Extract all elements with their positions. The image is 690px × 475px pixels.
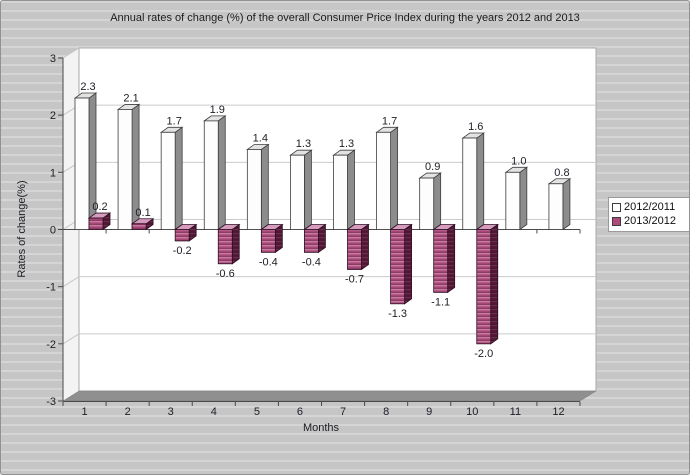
bar-2012-2011 <box>547 177 572 231</box>
bar-2013-2012 <box>475 223 499 345</box>
svg-text:1.7: 1.7 <box>382 115 397 127</box>
svg-text:12: 12 <box>552 406 564 418</box>
bar-2012-2011 <box>246 143 270 231</box>
bar-2013-2012 <box>303 223 327 254</box>
bar-2012-2011 <box>159 126 184 231</box>
legend-swatch-2012-2011-icon <box>612 203 621 212</box>
x-tick-labels: 1 2 3 4 5 6 7 8 9 10 11 12 <box>81 406 564 418</box>
svg-text:1.4: 1.4 <box>253 132 268 144</box>
bar-2013-2012 <box>87 212 112 231</box>
svg-text:-0.4: -0.4 <box>259 256 278 268</box>
bar-2013-2012 <box>130 218 155 231</box>
svg-text:2.1: 2.1 <box>123 92 138 104</box>
bar-2012-2011 <box>504 166 529 231</box>
bar-2012-2011 <box>203 115 227 231</box>
svg-text:2.3: 2.3 <box>80 81 95 93</box>
svg-text:1.0: 1.0 <box>511 155 526 167</box>
svg-text:3: 3 <box>168 406 174 418</box>
svg-text:-0.4: -0.4 <box>302 256 321 268</box>
svg-text:1: 1 <box>50 167 56 179</box>
chart-title: Annual rates of change (%) of the overal… <box>110 12 580 24</box>
svg-text:1.3: 1.3 <box>339 138 354 150</box>
bar-2013-2012 <box>260 223 284 254</box>
bar-2013-2012 <box>173 223 198 242</box>
svg-text:3: 3 <box>50 53 56 65</box>
svg-text:5: 5 <box>254 406 260 418</box>
bar-2013-2012 <box>432 223 456 294</box>
y-axis-title: Rates of change(%) <box>16 180 28 278</box>
svg-text:-1.1: -1.1 <box>431 296 450 308</box>
svg-text:-0.6: -0.6 <box>216 268 235 280</box>
value-labels: 2.3 0.2 2.1 0.1 1.7 -0.2 1.9 -0.6 1.4 -0.4 1.3 -0.4… <box>80 81 569 360</box>
svg-text:8: 8 <box>383 406 389 418</box>
svg-text:-3: -3 <box>46 396 56 408</box>
bar-2013-2012 <box>389 223 413 305</box>
svg-text:1.7: 1.7 <box>167 115 182 127</box>
bar-2012-2011 <box>289 149 313 231</box>
svg-text:1: 1 <box>81 406 87 418</box>
svg-text:7: 7 <box>340 406 346 418</box>
svg-text:10: 10 <box>466 406 478 418</box>
y-tick-labels: 3 2 1 0 -1 -2 -3 <box>46 53 56 408</box>
svg-text:-1.3: -1.3 <box>388 308 407 320</box>
bar-2012-2011 <box>332 149 356 231</box>
svg-text:0.9: 0.9 <box>425 161 440 173</box>
bar-2013-2012 <box>346 223 370 271</box>
legend-label-2012-2011: 2012/2011 <box>624 201 676 213</box>
bar-2012-2011 <box>73 92 98 231</box>
svg-text:11: 11 <box>510 406 521 418</box>
bar-2012-2011 <box>116 103 141 231</box>
bars <box>73 92 572 345</box>
svg-text:-2.0: -2.0 <box>474 348 493 360</box>
bar-2012-2011 <box>375 126 399 231</box>
svg-text:-2: -2 <box>46 339 56 351</box>
svg-text:1.3: 1.3 <box>296 138 311 150</box>
svg-text:0.8: 0.8 <box>554 167 569 179</box>
svg-text:0: 0 <box>50 225 56 237</box>
x-axis-title: Months <box>302 422 340 434</box>
svg-text:1.9: 1.9 <box>210 104 225 116</box>
legend-swatch-2013-2012-icon <box>612 217 621 226</box>
svg-text:1.6: 1.6 <box>468 121 483 133</box>
legend-item-2012-2011: 2012/2011 <box>612 202 686 213</box>
svg-text:0.2: 0.2 <box>92 201 107 213</box>
legend: 2012/2011 2013/2012 <box>608 197 689 232</box>
svg-text:2: 2 <box>125 406 131 418</box>
svg-text:-1: -1 <box>46 282 56 294</box>
bar-2012-2011 <box>418 172 442 231</box>
svg-text:0.1: 0.1 <box>135 207 150 219</box>
legend-label-2013-2012: 2013/2012 <box>624 215 676 227</box>
svg-text:2: 2 <box>50 110 56 122</box>
svg-text:6: 6 <box>297 406 303 418</box>
legend-item-2013-2012: 2013/2012 <box>612 216 686 227</box>
svg-text:4: 4 <box>211 406 217 418</box>
svg-text:-0.7: -0.7 <box>345 274 364 286</box>
bar-2013-2012 <box>217 223 241 265</box>
svg-text:-0.2: -0.2 <box>173 245 192 257</box>
svg-text:9: 9 <box>426 406 432 418</box>
bar-2012-2011 <box>461 132 485 231</box>
